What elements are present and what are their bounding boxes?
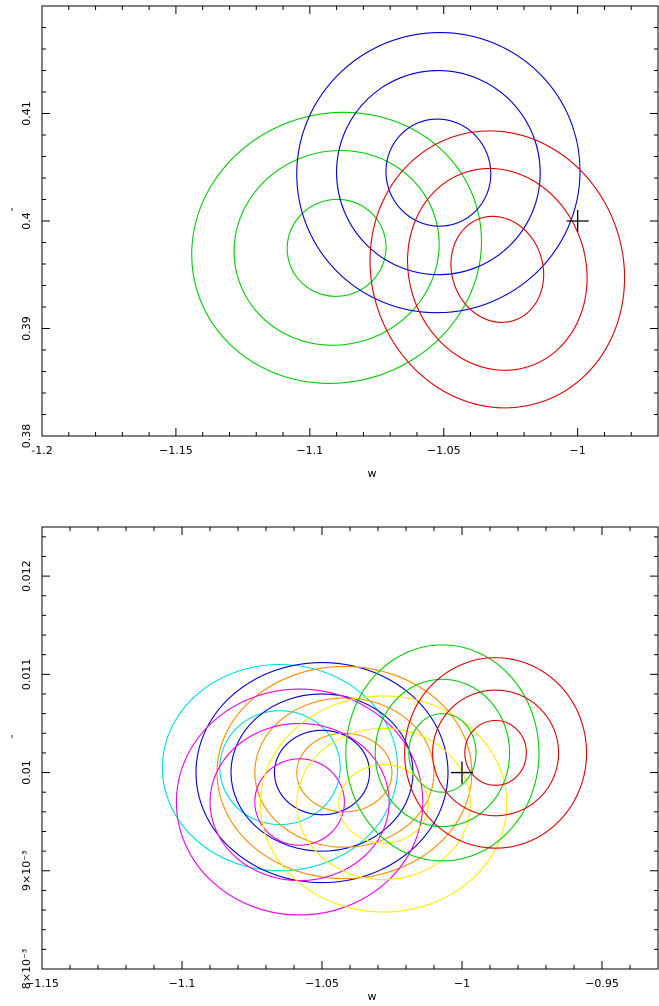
chart-2: −1.15 −1.1 −1.05 −1 −0.95 8×10⁻³ 9×10⁻³ 0.01 0.0…	[10, 526, 659, 1003]
plot-frame	[41, 526, 659, 970]
contour-series-1-level-2	[161, 663, 399, 872]
x-tick-label: −1.15	[25, 977, 59, 990]
contour-series-2-level-1	[273, 729, 371, 816]
y-axis-label: '	[10, 206, 13, 219]
x-tick-label: −1	[570, 444, 586, 457]
contour-series-6-level-1	[408, 713, 477, 793]
x-axis-label: w	[368, 990, 377, 1003]
y-axis-label: '	[10, 733, 13, 746]
contour-series-1-level-2	[233, 149, 440, 346]
contour-series-5-level-3	[259, 695, 508, 913]
x-tick-label: −1.1	[296, 444, 323, 457]
x-tick-label: −1.05	[305, 977, 339, 990]
x-tick-label: −1.15	[159, 444, 193, 457]
y-tick-label: 0.41	[20, 101, 33, 126]
contour-series-4-level-2	[209, 722, 390, 882]
contour-series-6-level-3	[345, 644, 540, 862]
contours	[161, 644, 588, 916]
contour-series-2-level-3	[296, 32, 581, 314]
fiducial-marker	[566, 210, 589, 232]
y-tick-label: 0.4	[20, 212, 33, 230]
contour-series-3-level-2	[406, 167, 588, 371]
x-tick-label: −1.05	[427, 444, 461, 457]
contour-series-3-level-2	[254, 697, 435, 848]
contour-series-7-level-3	[404, 657, 588, 849]
y-tick-label: 0.011	[20, 659, 33, 691]
contour-series-2-level-2	[230, 693, 414, 852]
contour-series-4-level-3	[175, 688, 424, 916]
contour-series-1-level-1	[286, 198, 387, 297]
fiducial-marker	[451, 761, 473, 784]
contour-series-3-level-1	[296, 732, 393, 813]
contours	[191, 32, 626, 409]
x-axis-label: w	[368, 467, 377, 480]
y-tick-label: 0.39	[20, 316, 33, 341]
y-tick-label: 0.012	[20, 560, 33, 592]
contour-series-3-level-3	[369, 130, 626, 409]
chart-1: -1.2 −1.15 −1.1 −1.05 −1 0.38 0.39 0.4 0.41 w '	[10, 5, 659, 480]
x-tick-label: −0.95	[585, 977, 619, 990]
plot-frame	[41, 5, 659, 437]
y-tick-label: 8×10⁻³	[20, 949, 33, 989]
contour-series-3-level-1	[450, 215, 545, 323]
contour-series-7-level-2	[432, 689, 560, 817]
x-tick-label: −1	[454, 977, 470, 990]
contour-series-5-level-2	[296, 727, 471, 881]
y-tick-label: 0.38	[20, 424, 33, 449]
x-tick-label: -1.2	[31, 444, 52, 457]
contour-series-1-level-3	[191, 111, 483, 384]
y-tick-label: 0.01	[20, 760, 33, 785]
contour-series-6-level-2	[374, 678, 511, 828]
contour-series-2-level-2	[336, 69, 541, 276]
contour-series-2-level-1	[385, 118, 492, 227]
y-tick-label: 9×10⁻³	[20, 851, 33, 891]
x-tick-label: −1.1	[169, 977, 196, 990]
contour-series-2-level-3	[195, 661, 449, 884]
contour-series-5-level-1	[338, 764, 429, 844]
contour-series-4-level-1	[254, 758, 345, 846]
contour-series-7-level-1	[464, 719, 527, 786]
